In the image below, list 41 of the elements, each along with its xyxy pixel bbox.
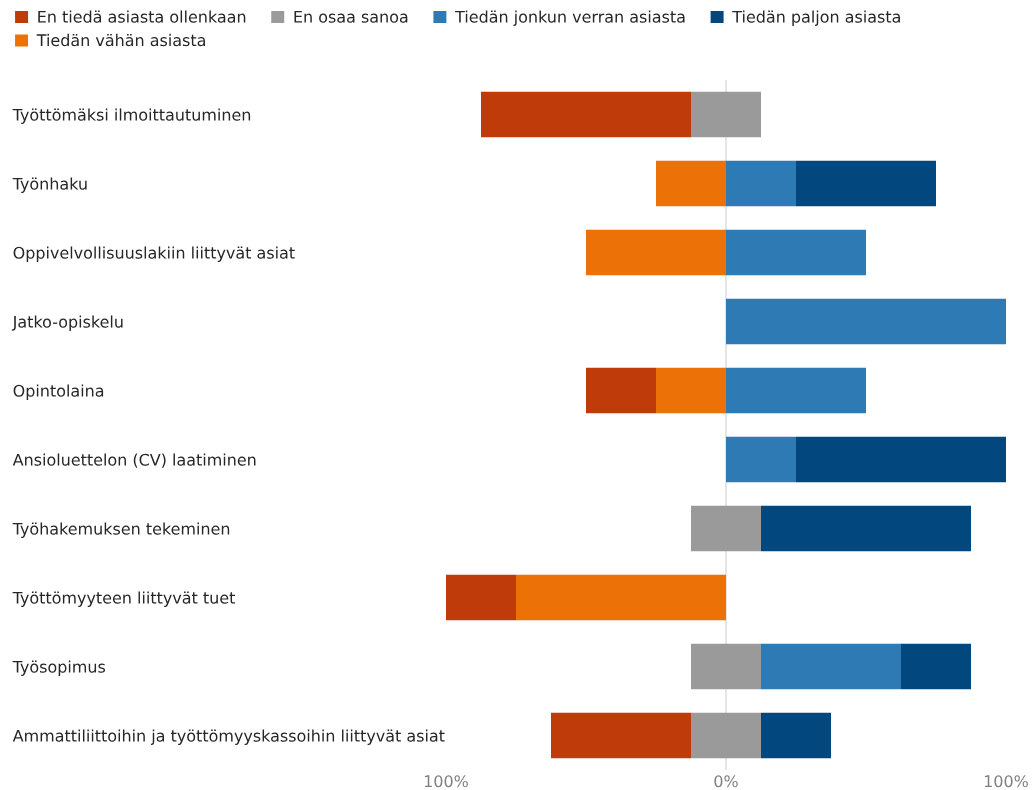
bar (761, 712, 831, 759)
y-tick-label: Työhakemuksen tekeminen (12, 522, 230, 538)
y-tick-label: Jatko-opiskelu (11, 315, 123, 331)
y-tick-label: Työnhaku (12, 177, 87, 193)
bar (796, 160, 936, 207)
y-tick-label: Työttömäksi ilmoittautuminen (12, 108, 251, 124)
bar (901, 643, 971, 690)
legend-label: Tiedän vähän asiasta (36, 33, 205, 47)
bar (446, 574, 516, 621)
y-tick-label: Oppivelvollisuuslakiin liittyvät asiat (13, 246, 295, 262)
y-tick-label: Työsopimus (12, 660, 106, 676)
x-tick-label: 0% (714, 775, 738, 788)
bar (726, 436, 796, 483)
bar (726, 160, 796, 207)
x-tick-label: 100% (424, 775, 468, 788)
bar (656, 367, 726, 414)
bar (691, 91, 761, 138)
bar (691, 643, 761, 690)
x-tick-label: 100% (984, 775, 1028, 788)
bar (516, 574, 726, 621)
bar (761, 643, 901, 690)
legend-label: En osaa sanoa (294, 10, 408, 23)
bar (551, 712, 691, 759)
bar (586, 229, 726, 276)
bar (761, 505, 971, 552)
y-tick-label: Ammattiliittoihin ja työttömyyskassoihin liittyvät asiat (12, 729, 445, 745)
legend-label: Tiedän paljon asiasta (732, 10, 900, 26)
y-tick-label: Työttömyyteen liittyvät tuet (12, 591, 235, 607)
bar (726, 367, 866, 414)
y-tick-label: Ansioluettelon (CV) laatiminen (12, 453, 256, 468)
legend-label: En tiedä asiasta ollenkaan (38, 10, 246, 23)
bar (586, 367, 656, 414)
bar (691, 505, 761, 552)
bar (796, 436, 1006, 483)
y-tick-label: Opintolaina (13, 384, 104, 400)
bar (726, 298, 1006, 345)
bar (656, 160, 726, 207)
bar (481, 91, 691, 138)
legend-label: Tiedän jonkun verran asiasta (455, 10, 685, 26)
bar (726, 229, 866, 276)
bar (691, 712, 761, 759)
